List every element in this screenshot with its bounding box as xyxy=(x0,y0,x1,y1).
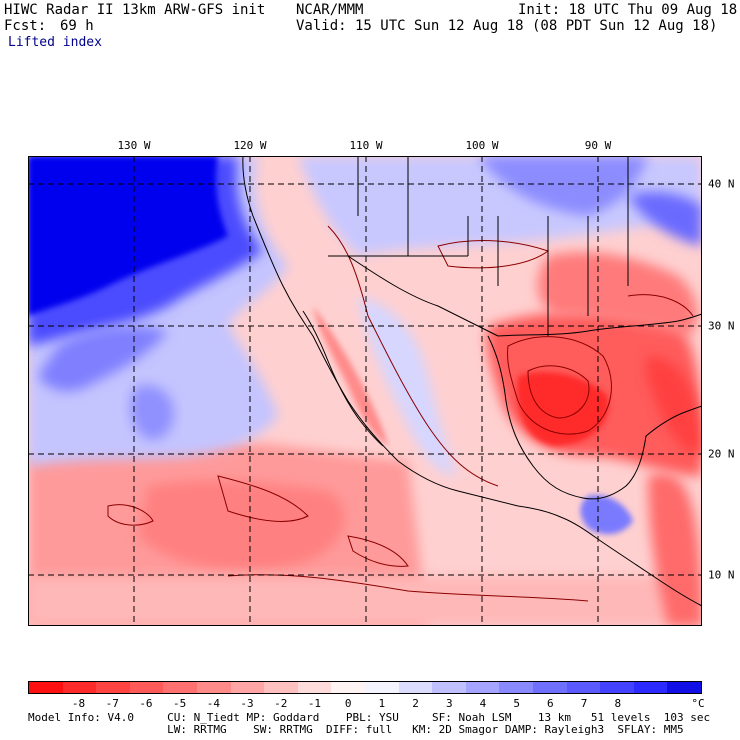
colorbar-tick-label: °C xyxy=(691,697,705,710)
lat-label-30n: 30 N xyxy=(708,319,735,333)
colorbar-segment xyxy=(62,682,97,693)
lat-lon-grid xyxy=(28,156,702,626)
colorbar-segment xyxy=(230,682,265,693)
lat-label-20n: 20 N xyxy=(708,447,735,461)
colorbar-tick-label: -3 xyxy=(240,697,254,710)
colorbar-segment xyxy=(364,682,399,693)
forecast-label: Fcst: xyxy=(4,18,47,34)
colorbar-segment xyxy=(532,682,567,693)
colorbar-tick-label: -8 xyxy=(71,697,86,710)
colorbar-tick-label: 7 xyxy=(580,697,588,710)
org-label: NCAR/MMM xyxy=(296,2,364,18)
colorbar-tick-label: 1 xyxy=(378,697,386,710)
colorbar-segment xyxy=(297,682,332,693)
colorbar-segment xyxy=(667,682,701,693)
lon-label-90w: 90 W xyxy=(584,139,612,152)
colorbar-segment xyxy=(264,682,298,693)
valid-time: Valid: 15 UTC Sun 12 Aug 18 (08 PDT Sun … xyxy=(296,18,718,34)
colorbar-tick-label: -5 xyxy=(173,697,187,710)
lifted-index-map xyxy=(28,156,702,626)
colorbar-tick-label: 6 xyxy=(547,697,554,710)
colorbar-tick-label: -7 xyxy=(105,697,119,710)
contour-lines xyxy=(107,225,694,602)
colorbar-segment xyxy=(465,682,500,693)
colorbar-segment xyxy=(196,682,231,693)
lat-label-10n: 10 N xyxy=(708,568,735,582)
model-info-line1: Model Info: V4.0 CU: N_Tiedt MP: Goddard… xyxy=(28,711,711,724)
model-title: HIWC Radar II 13km ARW-GFS init xyxy=(4,2,266,18)
lon-label-130w: 130 W xyxy=(117,139,151,152)
forecast-hour: 69 h xyxy=(60,18,94,34)
mexico-plateau-region xyxy=(358,296,458,476)
lon-label-110w: 110 W xyxy=(349,139,383,152)
colorbar-segment xyxy=(432,682,466,693)
colorbar-tick-label: 5 xyxy=(513,697,520,710)
colorbar-segment xyxy=(163,682,197,693)
map-border xyxy=(28,156,702,626)
lat-label-40n: 40 N xyxy=(708,177,735,191)
colorbar-tick-label: -6 xyxy=(139,697,153,710)
field-name: Lifted index xyxy=(8,35,102,50)
colorbar-tick-label: -2 xyxy=(274,697,288,710)
model-info-line2: LW: RRTMG SW: RRTMG DIFF: full KM: 2D Sm… xyxy=(28,723,684,736)
lifted-index-colorbar xyxy=(28,681,702,694)
colorbar-tick-label: 3 xyxy=(445,697,453,710)
lon-label-100w: 100 W xyxy=(465,139,499,152)
colorbar-segment xyxy=(129,682,164,693)
lon-label-120w: 120 W xyxy=(233,139,267,152)
colorbar-segment xyxy=(499,682,533,693)
colorbar-tick-label: -1 xyxy=(307,697,322,710)
colorbar-segment xyxy=(398,682,433,693)
colorbar-tick-label: 4 xyxy=(479,697,487,710)
colorbar-segment xyxy=(633,682,668,693)
colorbar-tick-label: -4 xyxy=(206,697,220,710)
init-time: Init: 18 UTC Thu 09 Aug 18 xyxy=(518,2,738,18)
colorbar-tick-label: 2 xyxy=(412,697,419,710)
coastlines xyxy=(242,156,702,607)
colorbar-segment xyxy=(566,682,601,693)
colorbar-tick-label: 8 xyxy=(614,697,622,710)
colorbar-segment xyxy=(600,682,634,693)
colorbar-segment xyxy=(331,682,365,693)
colorbar-segment xyxy=(29,682,63,693)
colorbar-tick-label: 0 xyxy=(344,697,352,710)
colorbar-segment xyxy=(96,682,130,693)
